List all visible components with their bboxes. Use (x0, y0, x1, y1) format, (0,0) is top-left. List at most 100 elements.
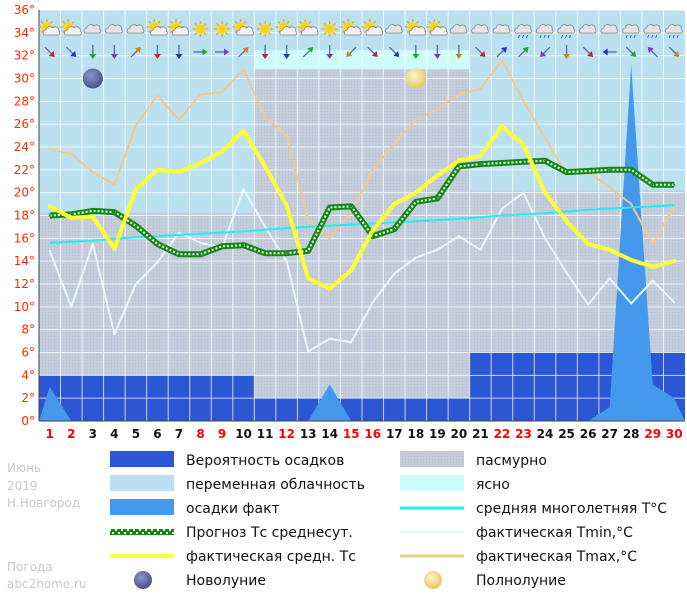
full-moon-icon (405, 68, 426, 89)
x-tick-label: 16 (364, 427, 381, 441)
legend-swatch-box-2 (110, 475, 174, 491)
y-tick-label: 14° (14, 254, 35, 268)
series-5-point-day-10 (241, 129, 246, 134)
series-2-point-day-15 (350, 341, 353, 344)
series-2-point-day-1 (48, 249, 51, 252)
series-3-point-day-18 (414, 220, 417, 223)
series-4-point-day-8 (199, 253, 202, 256)
series-5-point-day-12 (284, 203, 289, 208)
x-tick-label: 20 (451, 427, 468, 441)
wind-arrow-ne-icon (302, 47, 314, 58)
series-4-point-day-13 (307, 249, 310, 252)
x-tick-label: 22 (494, 427, 511, 441)
y-tick-label: 20° (14, 186, 35, 200)
x-tick-label: 29 (644, 427, 661, 441)
y-tick-label: 6° (21, 346, 35, 360)
cloudy-rain-icon (557, 24, 575, 39)
series-3-point-day-16 (371, 222, 374, 225)
y-tick-label: 0° (21, 414, 35, 428)
x-tick-label: 15 (343, 427, 360, 441)
wind-arrow-e-icon (215, 48, 230, 56)
series-3-point-day-11 (264, 228, 267, 231)
x-tick-label: 28 (623, 427, 640, 441)
series-2-point-day-2 (70, 305, 73, 308)
series-5-point-day-28 (629, 258, 634, 263)
wind-arrow-s-icon (153, 45, 161, 59)
series-5-point-day-19 (435, 173, 440, 178)
series-5-point-day-6 (155, 167, 160, 172)
series-4-point-day-10 (242, 244, 245, 247)
sun-cloud-icon (426, 19, 448, 36)
wind-arrow-se-icon (44, 46, 55, 57)
series-2-point-day-14 (328, 337, 331, 340)
series-5-point-day-15 (349, 268, 354, 273)
series-1-point-day-9 (221, 91, 224, 94)
caption-site-domain: abc2home.ru (7, 577, 87, 591)
series-1-point-day-11 (264, 116, 267, 119)
series-4-point-day-29 (651, 183, 654, 186)
series-3-point-day-24 (544, 212, 547, 215)
x-tick-label: 10 (235, 427, 252, 441)
wind-arrow-se-icon (388, 46, 400, 57)
wind-arrow-ne-icon (518, 47, 529, 58)
series-5-point-day-23 (521, 142, 526, 147)
series-1-point-day-5 (134, 124, 137, 127)
legend-label: переменная облачность (186, 477, 365, 493)
legend-swatch-box-0 (110, 451, 174, 467)
series-4-point-day-26 (587, 169, 590, 172)
series-2-point-day-30 (673, 301, 676, 304)
sun-cloud-icon (167, 19, 190, 36)
series-2-point-day-3 (91, 243, 94, 246)
series-3-point-day-5 (134, 236, 137, 239)
legend-label: осадки факт (186, 501, 280, 517)
sun-icon (214, 21, 231, 37)
legend-swatch-box-3 (400, 475, 464, 491)
x-tick-label: 4 (110, 427, 118, 441)
series-5-point-day-3 (90, 214, 95, 219)
series-precip-area (39, 64, 685, 422)
series-4-point-day-11 (264, 252, 267, 255)
y-tick-label: 4° (21, 368, 35, 382)
y-tick-label: 28° (14, 94, 35, 108)
series-4-point-day-15 (350, 205, 353, 208)
series-3-point-day-30 (673, 204, 676, 207)
series-2-point-day-7 (177, 231, 180, 234)
series-4-point-day-3 (91, 209, 94, 212)
series-2-point-day-4 (113, 333, 116, 336)
series-5-point-day-20 (456, 158, 461, 163)
series-2-point-day-29 (651, 279, 654, 282)
legend-swatch-new-moon-icon (134, 571, 152, 589)
caption-year: 2019 (7, 479, 38, 493)
series-4-point-day-23 (522, 160, 525, 163)
wind-arrow-s-icon (110, 45, 118, 59)
cloudy-icon (578, 24, 597, 34)
sun-cloud-icon (232, 19, 254, 36)
series-2-point-day-19 (436, 248, 439, 251)
series-4-point-day-19 (436, 197, 439, 200)
sun-cloud-icon (146, 19, 168, 36)
legend-label: фактическая Tmax,°C (476, 549, 637, 565)
sun-icon (321, 21, 338, 37)
legend: Вероятность осадков пасмурно переменная об… (110, 451, 667, 589)
series-2-point-day-6 (156, 261, 159, 264)
series-1-point-day-4 (113, 183, 116, 186)
axes (38, 10, 685, 422)
series-1-point-day-17 (393, 142, 396, 145)
wind-arrow-s-icon (433, 45, 441, 59)
series-1-point-day-23 (522, 100, 525, 103)
sun-cloud-icon (340, 19, 362, 36)
wind-arrow-w-icon (602, 48, 617, 56)
x-tick-label: 13 (300, 427, 317, 441)
series-4-point-day-18 (414, 200, 417, 203)
legend-swatch-box-4 (110, 499, 174, 515)
series-4-point-day-9 (221, 245, 224, 248)
x-tick-label: 5 (132, 427, 140, 441)
series-2-point-day-16 (371, 301, 374, 304)
series-4-point-day-12 (285, 252, 288, 255)
wind-arrow-s-icon (261, 45, 269, 59)
series-1-point-day-10 (242, 68, 245, 71)
y-tick-label: 36° (14, 3, 35, 17)
series-5-point-day-1 (47, 204, 52, 209)
series-5-point-day-11 (263, 164, 268, 169)
series-forecast-line-inner (49, 159, 675, 256)
